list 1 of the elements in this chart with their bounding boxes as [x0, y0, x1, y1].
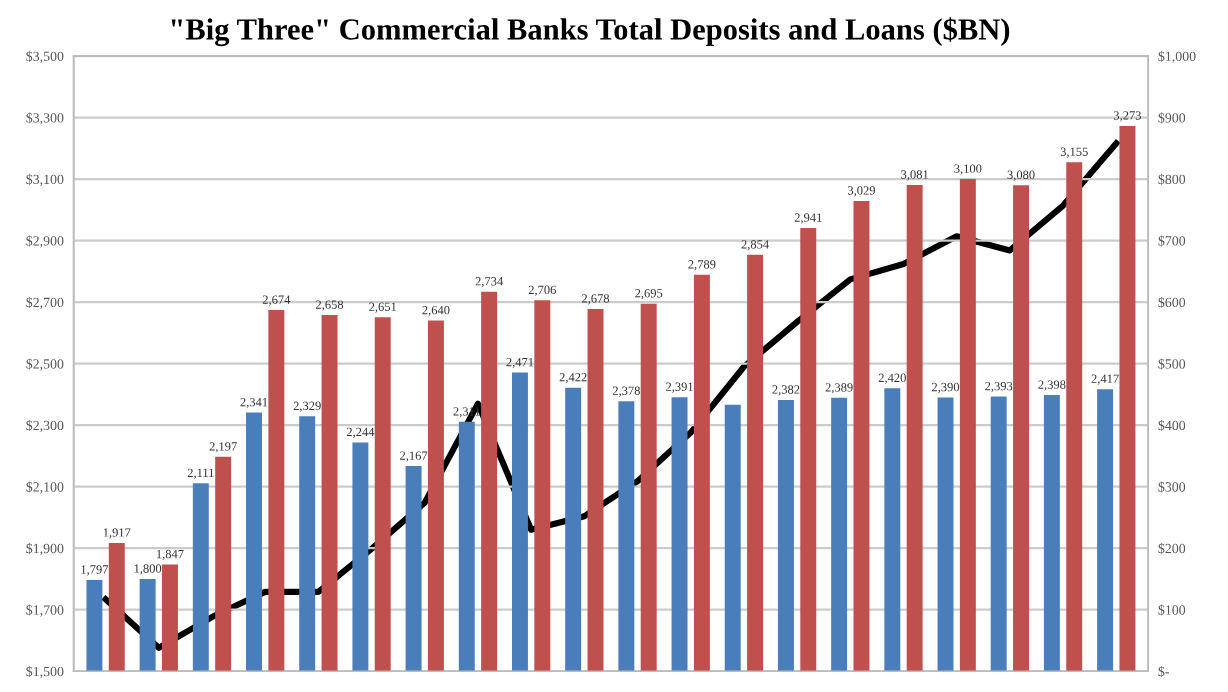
chart-title: "Big Three" Commercial Banks Total Deposits and Loans ($BN)	[171, 17, 1010, 47]
